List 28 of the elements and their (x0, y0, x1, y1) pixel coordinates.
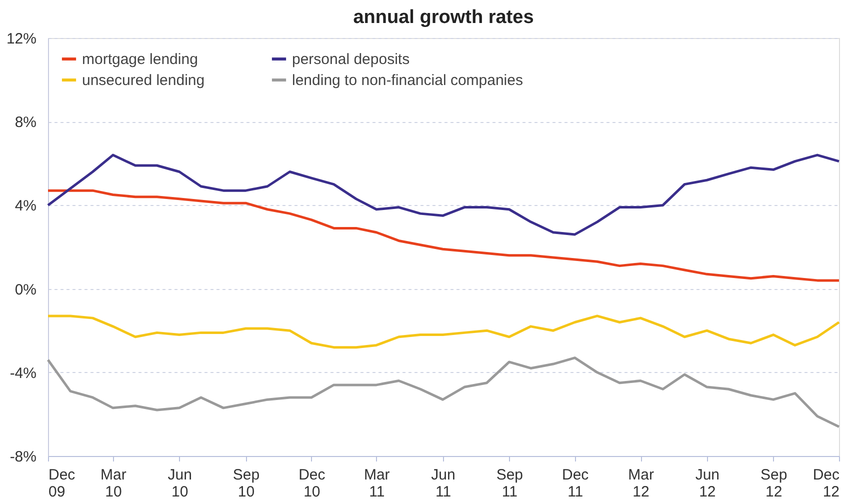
y-tick-label: -4% (10, 364, 36, 382)
x-tick-label: Sep 10 (232, 466, 260, 500)
y-tick-label: 0% (14, 281, 36, 298)
y-tick-label: 8% (14, 114, 36, 132)
x-tick-label: Dec 09 (48, 466, 76, 500)
x-tick-label: Jun 10 (168, 466, 192, 500)
legend-label: lending to non-financial companies (292, 72, 523, 89)
x-tick-label: Sep 12 (760, 466, 788, 500)
x-tick-label: Mar 10 (100, 466, 126, 500)
line-series (46, 154, 840, 236)
line-series (46, 356, 840, 428)
x-tick-label: Mar 12 (628, 466, 654, 500)
x-tick-label: Jun 12 (695, 466, 720, 500)
y-tick-label: -8% (10, 448, 36, 466)
line-series (46, 314, 840, 349)
legend-label: personal deposits (292, 51, 410, 68)
legend-label: unsecured lending (82, 72, 205, 89)
x-tick-label: Dec 12 (812, 466, 840, 500)
x-tick-label: Mar 11 (364, 466, 390, 500)
x-tick-label: Dec 10 (298, 466, 326, 500)
y-tick-label: 4% (14, 198, 36, 215)
legend-label: mortgage lending (82, 51, 198, 68)
line-series (46, 189, 840, 282)
x-tick-label: Sep 11 (496, 466, 524, 500)
y-tick-label: 12% (6, 30, 36, 48)
chart-title: annual growth rates (353, 7, 534, 28)
x-tick-label: Jun 11 (431, 466, 456, 500)
x-tick-label: Dec 11 (562, 466, 590, 500)
